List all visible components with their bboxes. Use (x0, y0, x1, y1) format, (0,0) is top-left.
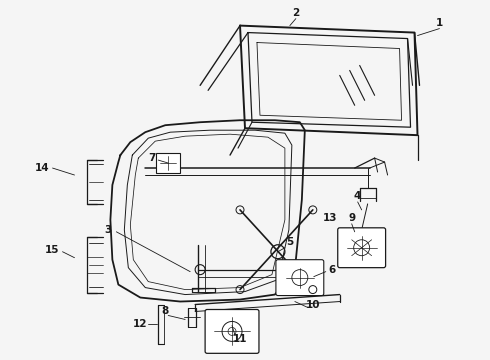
Text: 9: 9 (348, 213, 355, 223)
FancyBboxPatch shape (338, 228, 386, 268)
Text: 4: 4 (354, 191, 361, 201)
Text: 7: 7 (148, 153, 156, 163)
Text: 11: 11 (233, 334, 247, 345)
Text: 12: 12 (133, 319, 147, 329)
Text: 1: 1 (436, 18, 443, 28)
Text: 13: 13 (322, 213, 337, 223)
Text: 10: 10 (306, 300, 320, 310)
Text: 15: 15 (45, 245, 60, 255)
FancyBboxPatch shape (205, 310, 259, 353)
Text: 8: 8 (162, 306, 169, 316)
FancyBboxPatch shape (276, 260, 324, 296)
Text: 14: 14 (35, 163, 50, 173)
Text: 3: 3 (105, 225, 112, 235)
Bar (156, 153, 180, 173)
Text: 5: 5 (286, 237, 294, 247)
Text: 2: 2 (292, 8, 299, 18)
Text: 6: 6 (328, 265, 335, 275)
